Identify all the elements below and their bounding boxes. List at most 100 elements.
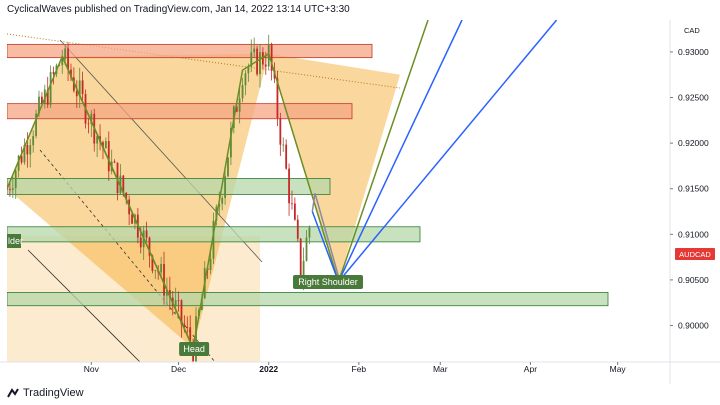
tradingview-logo[interactable]: TradingView <box>7 387 84 399</box>
label-left-shoulder: lder <box>8 236 23 246</box>
candle-body <box>23 145 26 163</box>
candle-body <box>113 161 116 163</box>
candle-body <box>64 48 67 60</box>
candle-body <box>116 162 119 194</box>
pattern-head-fill <box>62 53 269 349</box>
publisher-caption: CyclicalWaves published on TradingView.c… <box>7 4 350 15</box>
brand-name: TradingView <box>23 387 84 399</box>
candle-body <box>29 145 32 155</box>
candle-body <box>282 144 285 146</box>
candle-body <box>238 98 241 112</box>
label-left-shoulder-bg <box>7 234 21 248</box>
candle-body <box>14 170 17 189</box>
candle-body <box>96 136 99 144</box>
candle-body <box>17 155 20 171</box>
candle-body <box>302 260 305 279</box>
label-head: Head <box>183 344 205 354</box>
candle-body <box>261 52 264 65</box>
candle-body <box>212 220 215 259</box>
candle-body <box>102 142 104 149</box>
candle-body <box>148 237 151 256</box>
candle-body <box>209 258 212 271</box>
chart-header: CyclicalWaves published on TradingView.c… <box>0 0 720 20</box>
candle-body <box>293 203 296 220</box>
candle-body <box>131 214 133 224</box>
candle-body <box>288 168 290 204</box>
candle-body <box>122 175 125 193</box>
candle-body <box>78 80 81 97</box>
candle-body <box>107 141 110 172</box>
chart-footer: TradingView <box>0 384 720 405</box>
candle-body <box>26 145 29 155</box>
candle-body <box>305 237 308 261</box>
candle-body <box>67 48 69 70</box>
label-head-bg <box>179 342 210 356</box>
label-right-shoulder-bg <box>293 275 363 289</box>
candle-body <box>35 113 37 137</box>
y-tick-label: 0.91000 <box>678 229 709 239</box>
x-tick-label: Nov <box>84 364 100 374</box>
candle-body <box>259 52 261 75</box>
candle-body <box>244 73 247 86</box>
candle-body <box>224 176 226 198</box>
y-tick-label: 0.93000 <box>678 47 709 57</box>
candle-body <box>230 127 232 158</box>
candle-body <box>253 48 256 53</box>
candle-body <box>247 66 250 74</box>
x-tick-label: Feb <box>352 364 367 374</box>
candle-body <box>46 89 49 105</box>
currency-label: CAD <box>684 26 700 35</box>
zone-green-2 <box>7 178 331 195</box>
candle-body <box>285 144 288 169</box>
y-tick-label: 0.90000 <box>678 321 709 331</box>
zone-red-0 <box>7 43 373 59</box>
plot-area <box>7 20 609 362</box>
pattern-right-shoulder-fill <box>268 53 400 282</box>
candle-body <box>70 69 72 78</box>
zone-green-4 <box>7 292 609 307</box>
candle-body <box>189 327 192 344</box>
candle-body <box>221 197 224 204</box>
candle-body <box>270 44 273 71</box>
candle-body <box>20 155 23 163</box>
neckline-dotted <box>7 33 401 89</box>
candle-body <box>49 72 52 105</box>
x-tick-label: May <box>610 364 627 374</box>
candle-body <box>11 188 14 190</box>
projection-blue-up <box>337 20 463 283</box>
candle-body <box>160 264 163 273</box>
candle-body <box>227 157 229 177</box>
candle-body <box>168 289 171 298</box>
candle-body <box>32 136 35 146</box>
candle-body <box>75 90 78 97</box>
zone-red-1 <box>7 103 353 120</box>
x-tick-label: Dec <box>171 364 187 374</box>
candle-body <box>81 80 84 94</box>
candle-body <box>58 65 61 66</box>
candle-body <box>186 327 189 328</box>
candle-body <box>87 123 90 125</box>
candle-body <box>177 300 180 302</box>
projection-grey <box>311 193 341 282</box>
symbol-badge: AUDCAD <box>679 250 711 259</box>
candle-body <box>139 237 142 248</box>
candle-body <box>250 52 253 67</box>
candle-body <box>200 298 203 310</box>
candle-body <box>308 227 311 238</box>
candle-body <box>299 238 302 279</box>
candle-body <box>195 316 197 362</box>
candle-body <box>151 255 154 271</box>
x-tick-label: Apr <box>524 364 537 374</box>
candle-body <box>296 219 299 239</box>
x-tick-label: Mar <box>433 364 448 374</box>
candle-body <box>9 189 11 190</box>
candle-body <box>90 113 93 124</box>
candle-body <box>264 64 267 67</box>
tradingview-logo-icon <box>7 388 19 398</box>
candle-body <box>174 300 177 306</box>
candle-body <box>154 270 157 272</box>
candle-body <box>145 230 148 238</box>
symbol-badge-bg <box>675 248 715 260</box>
candle-body <box>61 59 64 66</box>
